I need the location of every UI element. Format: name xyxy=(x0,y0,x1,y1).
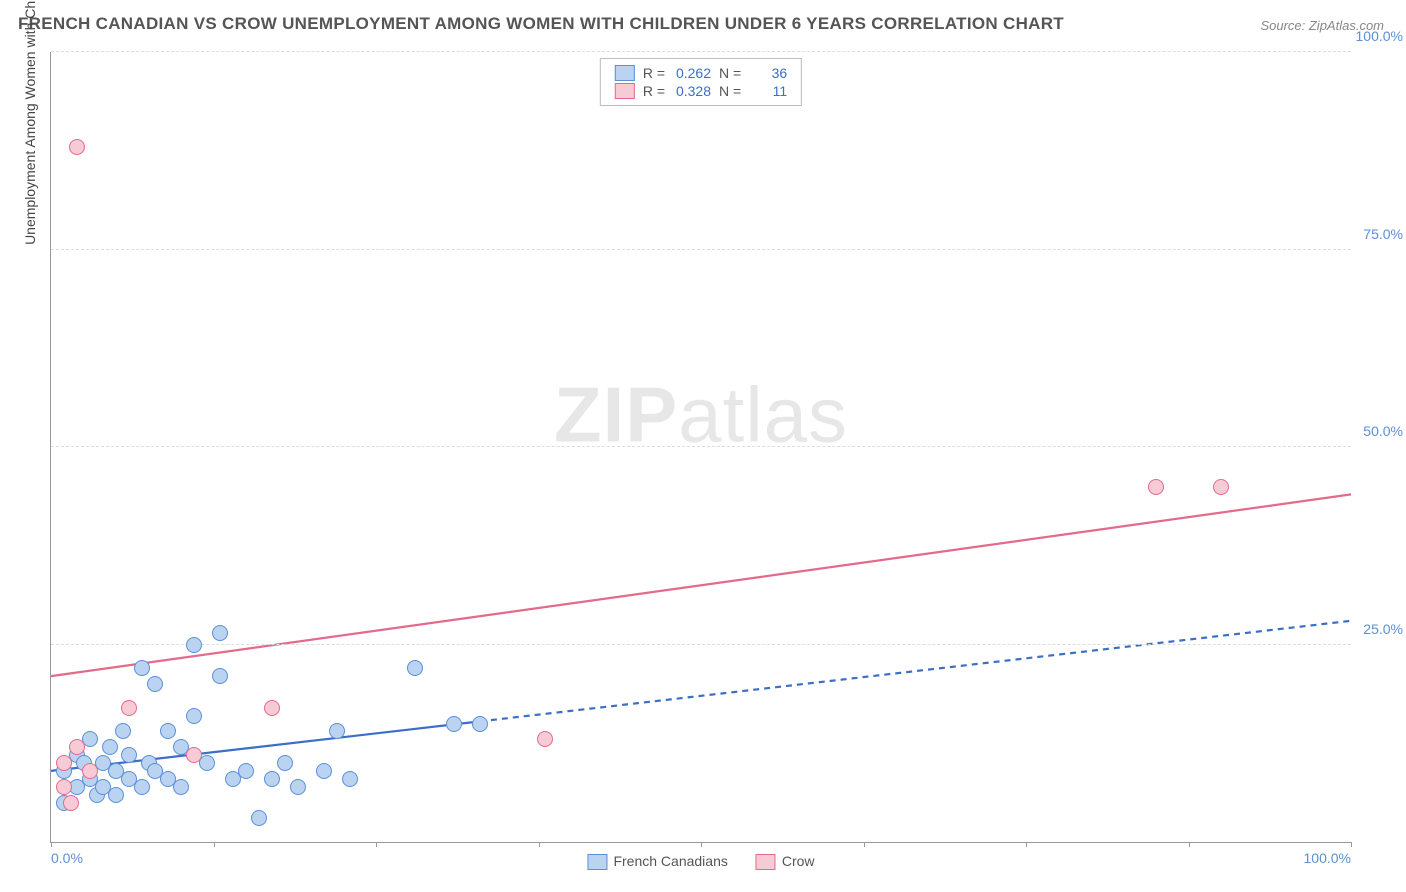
x-tick xyxy=(1189,842,1190,847)
data-point xyxy=(56,755,72,771)
data-point xyxy=(102,739,118,755)
legend-swatch xyxy=(756,854,776,870)
data-point xyxy=(173,779,189,795)
legend-swatch xyxy=(615,83,635,99)
x-tick-label: 100.0% xyxy=(1304,850,1351,866)
gridline xyxy=(51,446,1351,447)
trend-line xyxy=(480,621,1351,722)
legend-text: R = xyxy=(643,65,665,81)
data-point xyxy=(472,716,488,732)
data-point xyxy=(69,739,85,755)
gridline xyxy=(51,644,1351,645)
data-point xyxy=(251,810,267,826)
data-point xyxy=(264,700,280,716)
data-point xyxy=(82,763,98,779)
x-tick xyxy=(864,842,865,847)
data-point xyxy=(290,779,306,795)
watermark: ZIPatlas xyxy=(554,370,848,461)
legend-text: N = xyxy=(719,65,741,81)
series-legend: French Canadians Crow xyxy=(587,853,814,870)
scatter-plot: ZIPatlas R =0.262N =36R =0.328N =11 Fren… xyxy=(50,52,1351,843)
legend-item: Crow xyxy=(756,853,815,870)
legend-n-value: 36 xyxy=(749,65,787,81)
data-point xyxy=(407,660,423,676)
x-tick xyxy=(701,842,702,847)
y-tick-label: 50.0% xyxy=(1363,423,1403,439)
data-point xyxy=(446,716,462,732)
gridline xyxy=(51,51,1351,52)
data-point xyxy=(115,723,131,739)
chart-title: FRENCH CANADIAN VS CROW UNEMPLOYMENT AMO… xyxy=(18,14,1064,34)
x-tick xyxy=(51,842,52,847)
data-point xyxy=(316,763,332,779)
data-point xyxy=(134,779,150,795)
y-tick-label: 75.0% xyxy=(1363,226,1403,242)
x-tick xyxy=(214,842,215,847)
legend-r-value: 0.328 xyxy=(673,83,711,99)
legend-text: R = xyxy=(643,83,665,99)
x-tick xyxy=(1351,842,1352,847)
data-point xyxy=(186,708,202,724)
data-point xyxy=(537,731,553,747)
stats-legend: R = 0.262 N = 36 R = 0.328 N = 11 xyxy=(600,58,802,106)
data-point xyxy=(264,771,280,787)
data-point xyxy=(277,755,293,771)
legend-n-value: 11 xyxy=(749,83,787,99)
data-point xyxy=(56,779,72,795)
x-tick xyxy=(539,842,540,847)
legend-item: French Canadians xyxy=(587,853,727,870)
legend-label: Crow xyxy=(782,853,815,869)
x-tick xyxy=(1026,842,1027,847)
trend-lines xyxy=(51,52,1351,842)
data-point xyxy=(147,676,163,692)
gridline xyxy=(51,249,1351,250)
data-point xyxy=(329,723,345,739)
y-tick-label: 100.0% xyxy=(1356,28,1403,44)
data-point xyxy=(69,139,85,155)
data-point xyxy=(186,637,202,653)
data-point xyxy=(108,787,124,803)
legend-swatch xyxy=(615,65,635,81)
data-point xyxy=(342,771,358,787)
legend-r-value: 0.262 xyxy=(673,65,711,81)
x-tick xyxy=(376,842,377,847)
data-point xyxy=(134,660,150,676)
trend-line xyxy=(51,494,1351,676)
data-point xyxy=(238,763,254,779)
y-tick-label: 25.0% xyxy=(1363,621,1403,637)
data-point xyxy=(186,747,202,763)
data-point xyxy=(63,795,79,811)
data-point xyxy=(121,700,137,716)
data-point xyxy=(212,625,228,641)
legend-swatch xyxy=(587,854,607,870)
legend-label: French Canadians xyxy=(613,853,727,869)
x-tick-label: 0.0% xyxy=(51,850,83,866)
data-point xyxy=(1213,479,1229,495)
data-point xyxy=(212,668,228,684)
data-point xyxy=(160,723,176,739)
y-axis-label: Unemployment Among Women with Children U… xyxy=(22,0,38,245)
data-point xyxy=(1148,479,1164,495)
data-point xyxy=(121,747,137,763)
legend-text: N = xyxy=(719,83,741,99)
